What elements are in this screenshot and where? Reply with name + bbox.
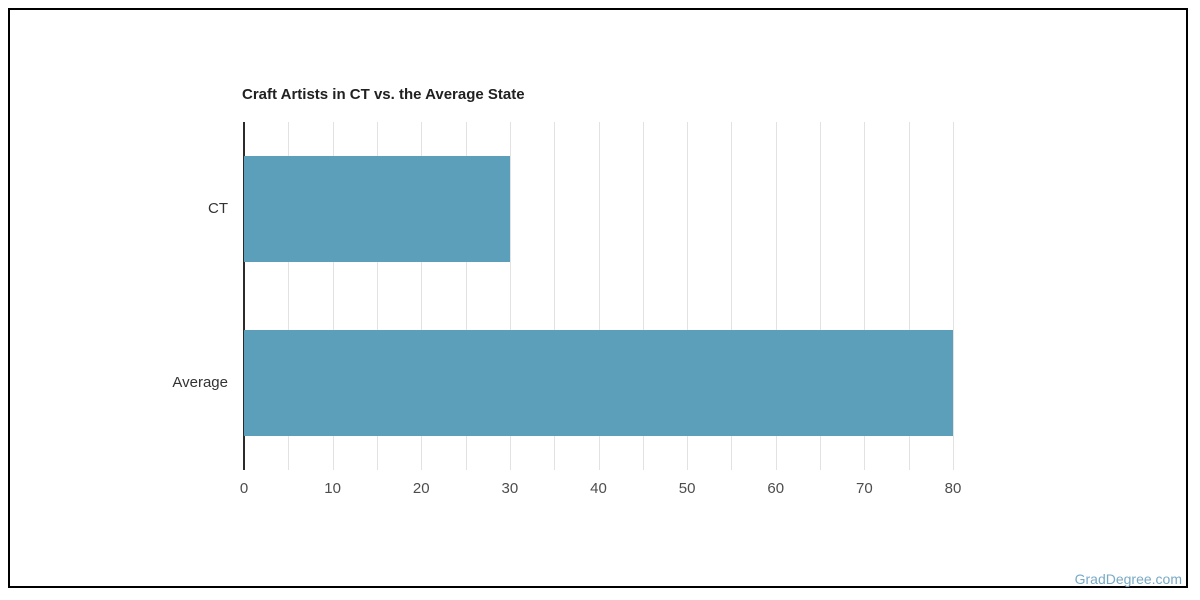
gridline [775,122,777,470]
x-tick-label: 40 [590,480,607,497]
y-axis-label-average: Average [172,374,228,391]
gridline [820,122,822,470]
gridline [509,122,511,470]
gridline [908,122,910,470]
bar-average[interactable] [244,330,953,436]
gridline [687,122,689,470]
gridline [332,122,334,470]
gridline [642,122,644,470]
x-tick-label: 80 [944,480,962,497]
gridline [554,122,556,470]
x-tick-label: 0 [239,480,249,497]
gridline [953,122,954,470]
chart-title: Craft Artists in CT vs. the Average Stat… [242,86,525,103]
x-tick-label: 10 [324,480,341,497]
x-tick-label: 30 [501,480,519,497]
x-tick-label: 60 [767,480,785,497]
gridline [288,122,290,470]
y-axis-label-ct: CT [208,200,228,217]
bar-ct[interactable] [244,156,510,262]
gridline [421,122,423,470]
gridline [598,122,600,470]
x-tick-label: 20 [412,480,430,497]
x-tick-label: 50 [678,480,696,497]
gridline [731,122,733,470]
y-axis-line [243,122,245,470]
x-tick-label: 70 [856,480,873,497]
gridline [465,122,467,470]
watermark-link[interactable]: GradDegree.com [1074,571,1182,587]
gridline [864,122,866,470]
gridline [376,122,378,470]
plot-area: CT Average 0 10 20 30 40 50 60 70 80 [172,122,961,497]
